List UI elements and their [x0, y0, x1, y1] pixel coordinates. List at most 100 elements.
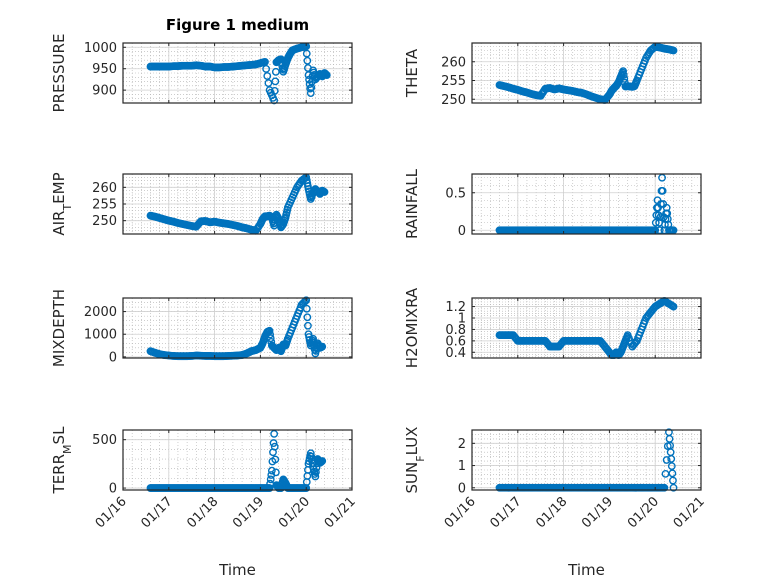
y-tick-label: 1000 [84, 328, 117, 343]
axes-box [471, 429, 702, 491]
data-point [666, 448, 675, 457]
y-tick-label: 0.4 [445, 346, 466, 361]
y-tick-label: 255 [441, 74, 466, 89]
data-point [619, 71, 628, 79]
y-axis-label: H2OMIXRA [403, 287, 421, 368]
data-point [271, 455, 280, 464]
subplot-2: 250 255 260 THETA [403, 42, 702, 108]
data-point [630, 339, 639, 348]
subplot-4: 0 0.5 RAINFALL [403, 168, 702, 239]
plot-area [472, 298, 701, 358]
x-tick-label: 01/20 [625, 494, 662, 531]
data-point [271, 77, 280, 86]
x-axis-label: Time [218, 561, 256, 579]
data-point [304, 182, 312, 190]
data-point [658, 186, 667, 195]
data-point [263, 72, 272, 80]
y-tick-label: 250 [441, 93, 466, 108]
data-point [669, 476, 677, 485]
series-markers [146, 296, 327, 361]
data-point [663, 215, 672, 223]
data-point [663, 209, 672, 218]
data-point [264, 79, 273, 87]
y-tick-label: 0 [109, 482, 117, 497]
data-point [270, 442, 279, 451]
data-point [620, 74, 629, 83]
data-point [265, 327, 273, 336]
y-tick-label: 0.5 [445, 186, 466, 201]
axes-box [122, 42, 353, 104]
y-tick-label: 260 [441, 55, 466, 70]
data-point [296, 484, 305, 492]
data-point [667, 462, 676, 471]
y-tick-label: 950 [92, 62, 117, 77]
data-point [662, 456, 671, 464]
x-tick-label: 01/19 [230, 494, 267, 531]
data-point [259, 58, 268, 67]
data-point [269, 93, 277, 102]
axes-box [471, 42, 702, 104]
data-point [271, 67, 280, 76]
x-tick-label: 01/17 [488, 494, 525, 531]
data-point [281, 62, 289, 71]
series-markers [146, 173, 329, 235]
data-point [651, 218, 660, 227]
y-tick-label: 500 [92, 433, 117, 448]
data-point [668, 469, 677, 478]
subplot-6: 0.40.60.811.2 H2OMIXRA [403, 287, 702, 368]
series-markers [495, 428, 678, 492]
data-point [283, 205, 292, 214]
y-tick-label: 2000 [84, 305, 117, 320]
data-point [652, 211, 661, 220]
y-tick-label: 1 [458, 312, 466, 327]
axes-box [122, 429, 353, 491]
data-point [303, 56, 312, 65]
data-point [657, 200, 665, 208]
data-point [266, 334, 275, 343]
series-markers [495, 42, 678, 104]
data-point [304, 321, 312, 330]
y-tick-label: 1 [458, 459, 466, 474]
data-point [306, 84, 315, 93]
axes-box [471, 173, 702, 235]
y-axis-label: TERRMSL [50, 426, 74, 495]
data-point [322, 70, 331, 79]
data-point [266, 330, 275, 339]
y-axis-label: MIXDEPTH [50, 289, 68, 367]
y-axis-label: SUNFLUX [403, 427, 427, 494]
data-point [312, 468, 320, 476]
y-axis-label: RAINFALL [403, 168, 421, 239]
subplot-7: 0 500 01/16 01/17 01/18 01/19 01/20 01/21 TERRMS… [50, 426, 359, 579]
y-tick-label: 2 [458, 437, 466, 452]
data-point [669, 483, 678, 492]
y-tick-label: 0 [458, 481, 466, 496]
data-point [264, 484, 273, 492]
data-point [631, 338, 640, 347]
x-tick-label: 01/21 [671, 494, 708, 531]
data-point [303, 313, 312, 322]
y-tick-label: 260 [92, 181, 117, 196]
data-point [659, 483, 668, 492]
subplot-5: 0 1000 2000 MIXDEPTH [50, 289, 353, 367]
data-point [266, 475, 275, 484]
y-tick-label: 0 [458, 224, 466, 239]
data-point [302, 304, 311, 313]
data-point [549, 342, 558, 351]
data-point [320, 187, 328, 196]
data-point [271, 468, 280, 477]
data-point [535, 336, 544, 345]
data-point [267, 466, 276, 475]
data-point [266, 479, 275, 488]
data-point [269, 439, 278, 447]
chart-title: Figure 1 medium [166, 16, 309, 34]
data-point [317, 457, 326, 466]
data-point [298, 299, 307, 308]
data-point [317, 343, 326, 351]
data-point [270, 429, 279, 438]
data-point [668, 301, 677, 310]
x-tick-label: 01/18 [184, 494, 221, 531]
subplot-1: 900 950 1000 PRESSURE Figure 1 medium [50, 16, 353, 112]
x-tick-label: 01/16 [442, 494, 479, 531]
